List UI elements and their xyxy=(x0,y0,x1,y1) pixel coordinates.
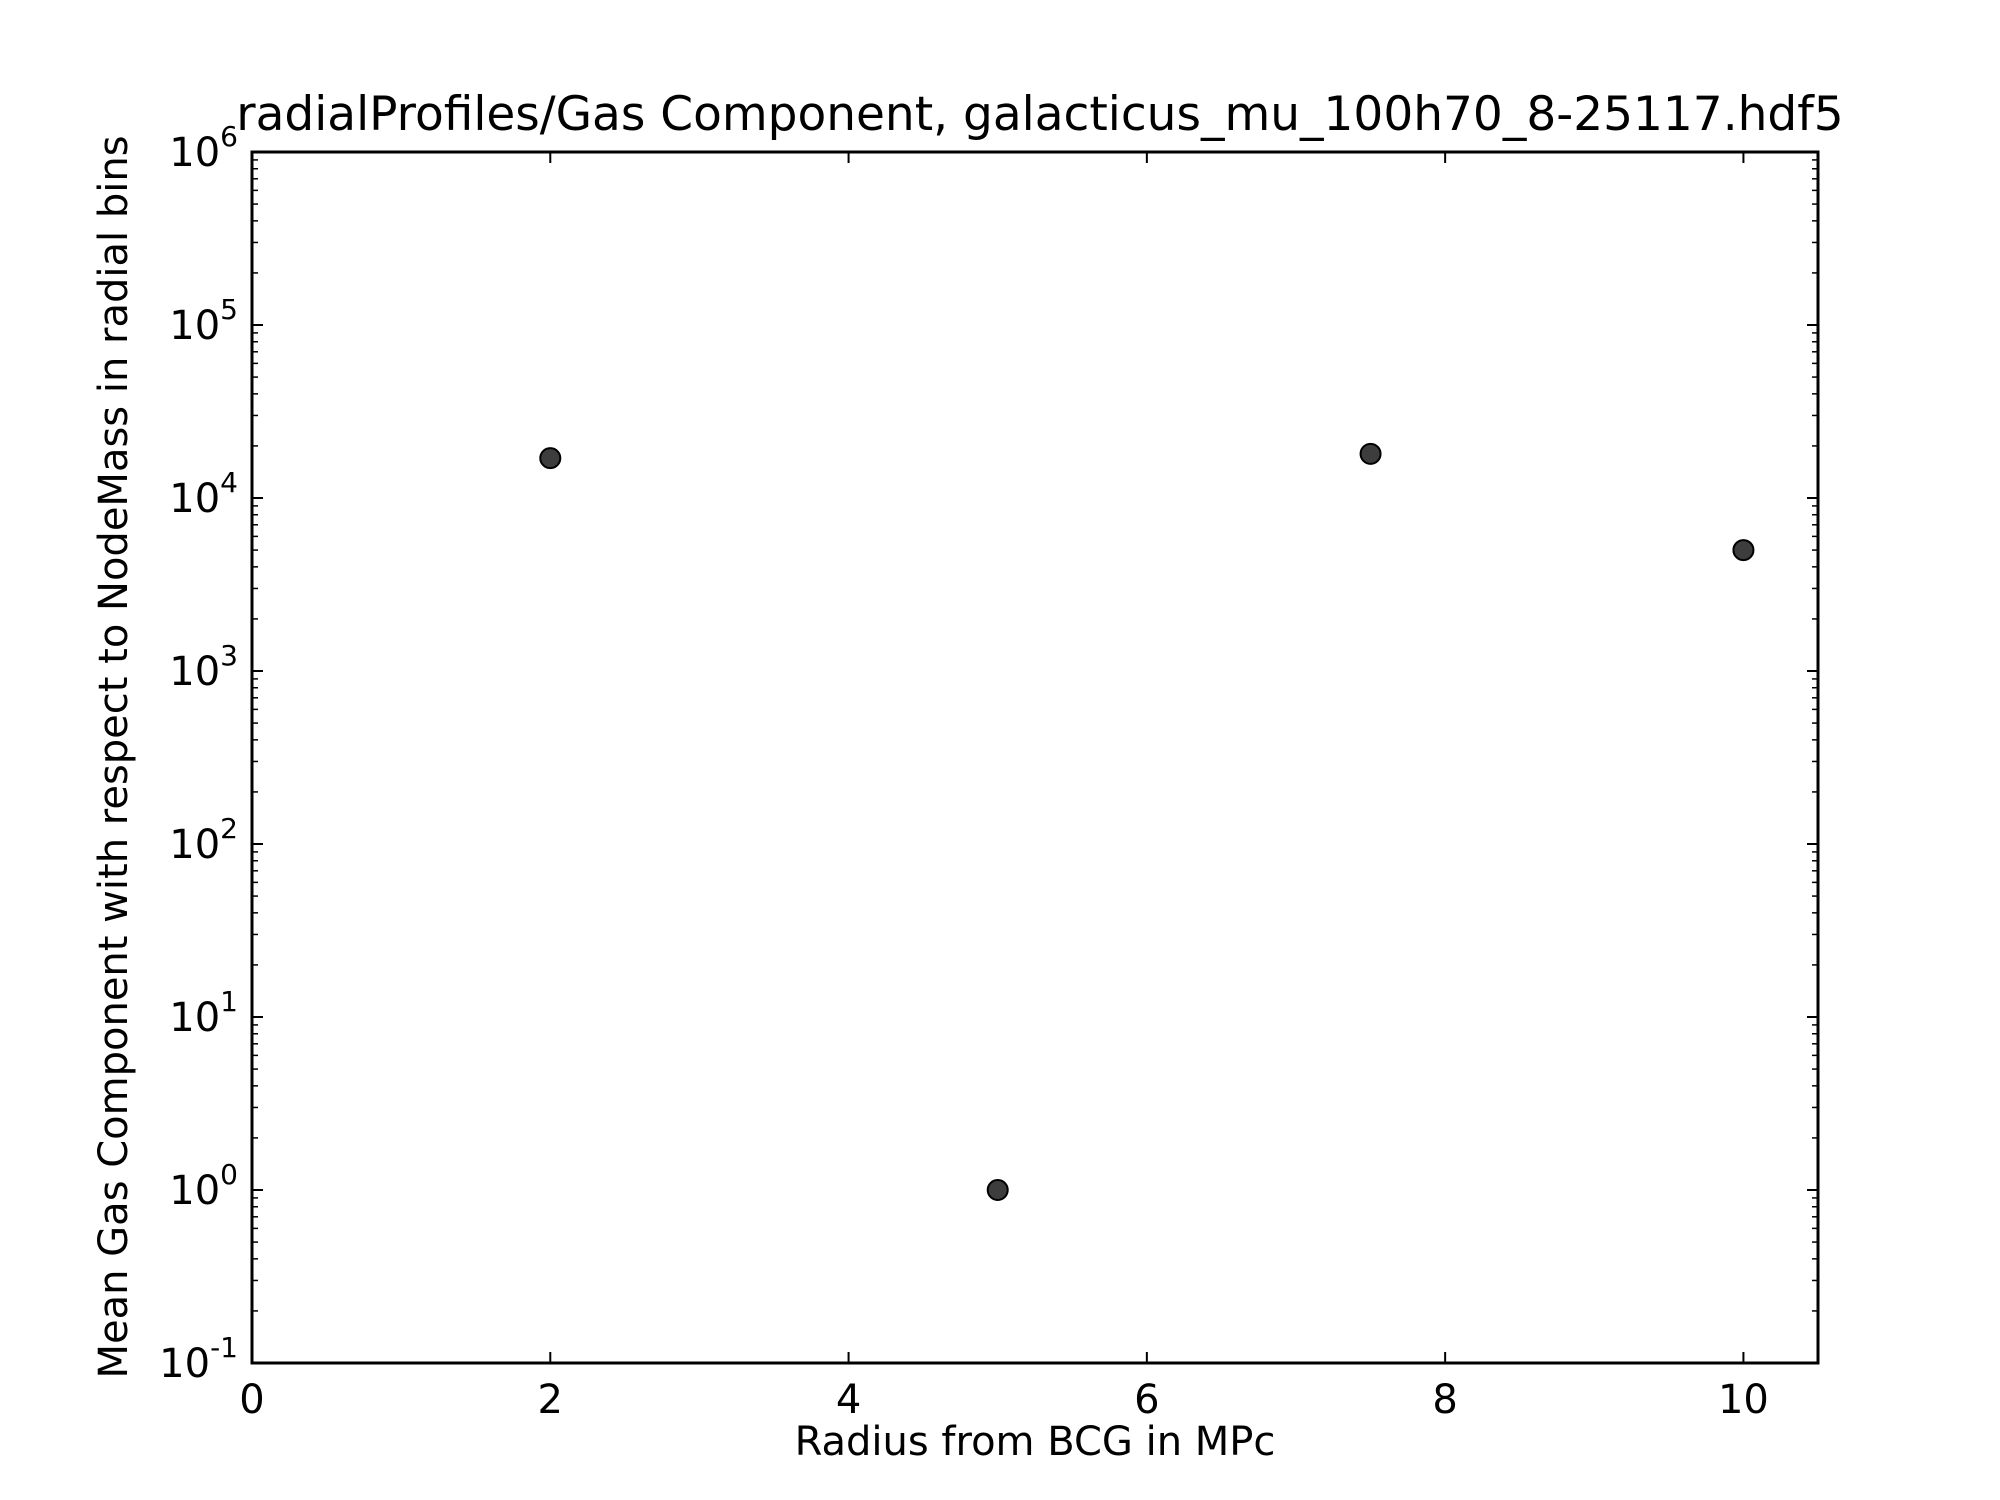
y-tick-label: 10-1 xyxy=(159,1331,238,1387)
y-tick-label-base: 10 xyxy=(169,130,220,176)
y-tick-label-exponent: 4 xyxy=(220,466,238,499)
data-point xyxy=(986,1179,1009,1201)
x-tick-label: 6 xyxy=(1134,1377,1159,1423)
y-tick-label: 100 xyxy=(169,1158,238,1214)
y-tick-label-base: 10 xyxy=(169,1168,220,1214)
x-tick-label: 4 xyxy=(836,1377,861,1423)
y-tick-label-base: 10 xyxy=(169,995,220,1041)
y-tick-label: 106 xyxy=(169,120,238,176)
plot-area xyxy=(539,442,1755,1201)
y-tick-label: 102 xyxy=(169,812,238,868)
y-tick-label-base: 10 xyxy=(169,822,220,868)
y-tick-label-exponent: 6 xyxy=(220,120,238,153)
y-tick-label: 101 xyxy=(169,985,238,1041)
data-point xyxy=(1359,442,1382,465)
data-point xyxy=(1732,539,1755,562)
y-tick-label-exponent: 3 xyxy=(220,639,238,672)
y-tick-label-exponent: 1 xyxy=(220,985,238,1018)
y-tick-label-exponent: 0 xyxy=(220,1158,238,1191)
y-tick-label-exponent: -1 xyxy=(210,1331,238,1364)
y-tick-label: 104 xyxy=(169,466,238,522)
data-point xyxy=(539,447,562,470)
y-tick-label-base: 10 xyxy=(169,303,220,349)
x-tick-label: 10 xyxy=(1718,1377,1769,1423)
plot-frame xyxy=(250,150,1820,1365)
chart-title: radialProfiles/Gas Component, galacticus… xyxy=(236,87,1843,142)
x-tick-label: 0 xyxy=(239,1377,264,1423)
y-tick-label-base: 10 xyxy=(169,476,220,522)
x-tick-label: 8 xyxy=(1432,1377,1457,1423)
x-axis: 0 2 4 6 8 10 xyxy=(239,152,1769,1423)
x-tick-label: 2 xyxy=(538,1377,563,1423)
x-axis-label: Radius from BCG in MPc xyxy=(795,1419,1276,1465)
y-tick-label-exponent: 2 xyxy=(220,812,238,845)
y-tick-label-base: 10 xyxy=(169,649,220,695)
y-tick-label-exponent: 5 xyxy=(220,293,238,326)
y-axis-label: Mean Gas Component with respect to NodeM… xyxy=(91,135,137,1378)
y-tick-label: 105 xyxy=(169,293,238,349)
y-tick-label-base: 10 xyxy=(159,1341,210,1387)
y-tick-label: 103 xyxy=(169,639,238,695)
